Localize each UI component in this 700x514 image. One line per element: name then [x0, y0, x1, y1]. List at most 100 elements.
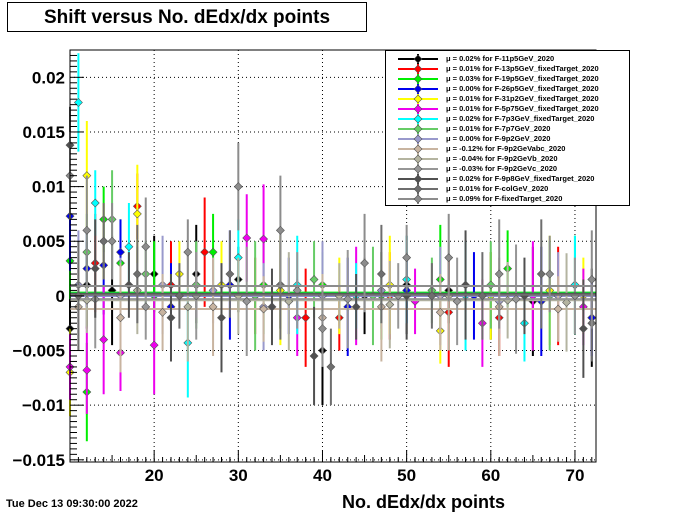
y-tick-label: 0.015: [22, 123, 65, 142]
x-tick-label: 20: [145, 466, 164, 485]
legend-swatch: [398, 94, 438, 104]
y-tick-label: 0.01: [32, 178, 65, 197]
y-tick-label: −0.015: [13, 451, 65, 470]
data-point-s5-p2: [99, 335, 109, 345]
data-point-s14-p11: [494, 269, 504, 279]
legend-marker: [413, 104, 423, 114]
legend-marker: [413, 134, 423, 144]
data-point-s9-p2: [158, 307, 168, 317]
data-point-s14-p2: [107, 236, 117, 246]
legend-swatch: [398, 164, 438, 174]
legend-entry: μ = 0.00% for F-9p2GeV_2020: [386, 134, 629, 144]
data-point-s14-p4: [183, 247, 193, 257]
legend-entry: μ = 0.01% for F-colGeV_2020: [386, 184, 629, 194]
legend-marker: [413, 164, 423, 174]
legend-marker: [413, 64, 423, 74]
legend-label: μ = 0.03% for F-19p5GeV_fixedTarget_2020: [446, 74, 599, 83]
legend-swatch: [398, 104, 438, 114]
data-point-s5-p7: [259, 234, 268, 244]
data-point-s5-p6: [242, 233, 252, 243]
data-point-s14-p12: [545, 269, 555, 279]
legend-label: μ = 0.02% for F-7p3GeV_fixedTarget_2020: [446, 114, 595, 123]
legend-swatch: [398, 54, 438, 64]
data-point-s14-p5: [233, 182, 243, 192]
data-point-s9-p7: [435, 307, 445, 317]
data-point-s14-p6: [275, 225, 285, 235]
data-point-s12-p7: [351, 302, 361, 312]
data-point-s13-p3: [174, 291, 184, 301]
legend-swatch: [398, 184, 438, 194]
data-point-s5-p4: [149, 340, 159, 350]
data-point-s12-p9: [461, 280, 470, 290]
data-point-s10-p9: [562, 298, 571, 307]
legend-entry: μ = 0.00% for F-26p5GeV_fixedTarget_2020: [386, 84, 629, 94]
legend-swatch: [398, 84, 438, 94]
legend-label: μ = 0.01% for F-13p5GeV_fixedTarget_2020: [446, 64, 599, 73]
legend: μ = 0.02% for F-11p5GeV_2020 μ = 0.01% fo…: [385, 50, 630, 206]
legend-marker: [413, 154, 423, 164]
legend-label: μ = 0.02% for F-11p5GeV_2020: [446, 54, 555, 63]
data-point-s14-p3: [141, 242, 151, 252]
legend-label: μ = 0.01% for F-colGeV_2020: [446, 184, 549, 193]
data-point-s11-p1: [141, 302, 151, 312]
data-point-s12-p2: [124, 280, 134, 290]
data-point-s10-p2: [183, 302, 193, 312]
data-point-s2-p5: [208, 247, 218, 257]
legend-marker: [413, 144, 423, 154]
data-point-s12-p1: [90, 264, 100, 273]
legend-marker: [413, 84, 423, 94]
data-point-s14-p9: [402, 253, 412, 263]
legend-marker: [413, 194, 423, 204]
data-point-s1-p5: [301, 313, 311, 323]
data-point-s5-p1: [82, 365, 92, 375]
data-point-s14-p13: [587, 275, 597, 284]
data-point-s1-p3: [200, 247, 210, 257]
data-point-s10-p0: [82, 295, 92, 305]
legend-entry: μ = 0.01% for F-7p7GeV_2020: [386, 124, 629, 134]
data-point-s14-p1: [82, 225, 92, 235]
legend-entry: μ = -0.04% for F-9p2GeVb_2020: [386, 154, 629, 164]
legend-label: μ = -0.12% for F-9p2GeVabc_2020: [446, 144, 566, 153]
data-point-s14-p7: [318, 324, 327, 334]
chart-title: Shift versus No. dEdx/dx points: [43, 7, 331, 28]
data-point-s9-p3: [208, 302, 218, 312]
x-tick-label: 40: [313, 466, 332, 485]
x-tick-label: 50: [397, 466, 416, 485]
data-point-s12-p5: [267, 302, 277, 312]
data-point-s9-p9: [553, 304, 563, 314]
data-point-s13-p10: [536, 269, 546, 279]
legend-marker: [413, 114, 423, 124]
legend-entry: μ = 0.01% for F-13p5GeV_fixedTarget_2020: [386, 64, 629, 74]
legend-entry: μ = 0.02% for F-11p5GeV_2020: [386, 54, 629, 64]
data-point-s11-p7: [452, 296, 462, 306]
data-point-s13-p9: [477, 291, 487, 301]
data-point-s12-p11: [578, 324, 588, 334]
legend-entry: μ = -0.12% for F-9p2GeVabc_2020: [386, 144, 629, 154]
legend-marker: [413, 94, 423, 104]
legend-label: μ = 0.09% for F-fixedTarget_2020: [446, 194, 563, 203]
x-tick-label: 30: [229, 466, 248, 485]
y-tick-label: −0.01: [22, 396, 65, 415]
data-point-s3-p3: [116, 247, 125, 257]
data-point-s4-p3: [132, 209, 142, 219]
data-point-s13-p6: [326, 362, 336, 372]
legend-label: μ = 0.01% for F-5p75GeV_fixedTarget_2020: [446, 104, 599, 113]
data-point-s13-p2: [132, 269, 142, 279]
legend-entry: μ = 0.03% for F-19p5GeV_fixedTarget_2020: [386, 74, 629, 84]
legend-swatch: [398, 154, 438, 164]
legend-swatch: [398, 144, 438, 154]
data-point-s11-p8: [511, 294, 521, 304]
data-point-s6-p1: [90, 198, 100, 208]
legend-swatch: [398, 194, 438, 204]
plot-frame: [69, 49, 597, 463]
data-point-s14-p10: [444, 253, 454, 263]
legend-entry: μ = 0.01% for F-5p75GeV_fixedTarget_2020: [386, 104, 629, 114]
legend-entry: μ = -0.03% for F-9p2GeVc_2020: [386, 164, 629, 174]
legend-label: μ = 0.01% for F-7p7GeV_2020: [446, 124, 551, 133]
legend-entry: μ = 0.02% for F-9p8GeV_fixedTarget_2020: [386, 174, 629, 184]
data-point-s10-p8: [503, 295, 513, 305]
legend-marker: [413, 54, 423, 64]
data-point-s14-p8: [360, 258, 369, 268]
legend-marker: [413, 124, 423, 134]
